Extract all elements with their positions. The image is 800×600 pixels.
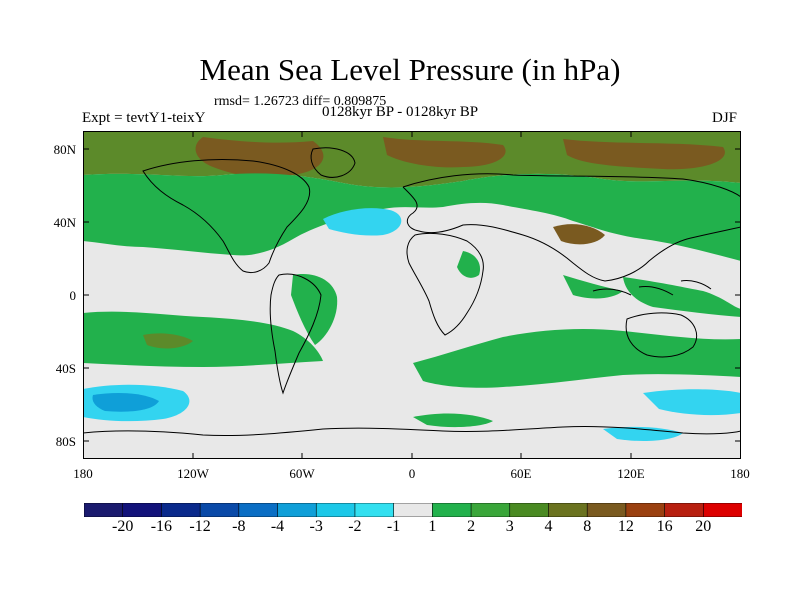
lat-ticks [83, 148, 741, 442]
coast-south-america [269, 273, 322, 395]
stats-line: rmsd= 1.26723 diff= 0.809875 [214, 94, 387, 109]
antarctic-green-bits [413, 413, 493, 428]
antarctic-negative [603, 426, 683, 441]
colorbar-tick-label: -1 [386, 518, 401, 535]
colorbar-tick-label: 3 [505, 518, 514, 535]
colorbar-tick-label: -4 [270, 518, 285, 535]
south-pacific-negative-core [92, 393, 159, 412]
colorbar-swatch [625, 503, 666, 517]
coastlines [83, 147, 741, 437]
colorbar-tick-label: -8 [232, 518, 246, 535]
south-america-green [291, 273, 338, 345]
north-atlantic-negative [323, 208, 402, 236]
colorbar-swatch [548, 503, 588, 517]
lat-label-40n: 40N [53, 215, 76, 230]
colorbar-swatch [354, 503, 395, 517]
africa-green-patch [457, 251, 481, 278]
coast-north-america [142, 158, 311, 274]
colorbar-swatch [277, 503, 317, 517]
indian-ocean-green [563, 275, 623, 299]
lon-label-60e: 60E [510, 466, 532, 481]
pressure-anomaly-map [83, 131, 741, 459]
northern-green-band [83, 173, 741, 261]
colorbar-tick-label: -20 [112, 518, 134, 535]
colorbar-tick-label: 12 [617, 518, 634, 535]
arctic-brown-patch-left [195, 137, 324, 178]
coast-greenland [310, 147, 356, 178]
colorbar-swatch [432, 503, 472, 517]
experiment-label: Expt = tevtY1-teixY [82, 110, 206, 126]
south-indian-negative [643, 389, 741, 416]
period-label: 0128kyr BP - 0128kyr BP [322, 104, 479, 120]
lon-ticks [192, 131, 632, 459]
southern-green-band [83, 311, 323, 367]
coast-antarctica [83, 425, 741, 437]
colorbar-swatch [702, 503, 742, 517]
south-pacific-olive [143, 333, 193, 349]
arctic-brown-patch-mid [383, 137, 506, 168]
lat-label-80s: 80S [55, 434, 76, 449]
colorbar-swatch [199, 503, 240, 517]
lon-label-60w: 60W [289, 466, 315, 481]
colorbar-tick-label: 1 [428, 518, 437, 535]
colorbar-tick-label: 8 [583, 518, 592, 535]
plot-title: Mean Sea Level Pressure (in hPa) [199, 52, 621, 87]
south-atlantic-green [413, 329, 741, 388]
arctic-brown-patch-right [563, 139, 725, 170]
colorbar-tick-label: 2 [467, 518, 476, 535]
coast-africa [406, 232, 484, 336]
lat-label-0: 0 [69, 288, 77, 303]
colorbar-swatch [664, 503, 704, 517]
colorbar-tick-label: 20 [695, 518, 712, 535]
coast-indonesia [592, 280, 712, 296]
colorbar-swatch [470, 503, 511, 517]
colorbar-swatch [509, 503, 550, 517]
colorbar-swatch [161, 503, 201, 517]
lat-label-80n: 80N [53, 142, 76, 157]
colorbar-tick-label: -16 [150, 518, 173, 535]
colorbar-swatch [84, 503, 124, 517]
colorbar-tick-label: -12 [189, 518, 211, 535]
coast-australia [625, 312, 697, 358]
lon-label-0: 0 [408, 466, 416, 481]
colorbar [84, 503, 742, 517]
lon-label-180w: 180 [73, 466, 93, 481]
lat-label-40s: 40S [55, 361, 76, 376]
colorbar-tick-label: -2 [348, 518, 362, 535]
colorbar-swatch [238, 503, 279, 517]
colorbar-tick-label: 16 [656, 518, 673, 535]
colorbar-swatch [122, 503, 163, 517]
colorbar-swatch [393, 503, 433, 517]
season-label: DJF [712, 110, 738, 126]
colorbar-swatch [586, 503, 627, 517]
lon-label-120w: 120W [177, 466, 209, 481]
colorbar-tick-label: 4 [544, 518, 553, 535]
colorbar-tick-label: -3 [309, 518, 323, 535]
asia-brown-patch [553, 224, 605, 245]
lon-label-120e: 120E [617, 466, 645, 481]
colorbar-swatch [315, 503, 356, 517]
coast-eurasia [402, 173, 741, 282]
lon-label-180e: 180 [730, 466, 750, 481]
